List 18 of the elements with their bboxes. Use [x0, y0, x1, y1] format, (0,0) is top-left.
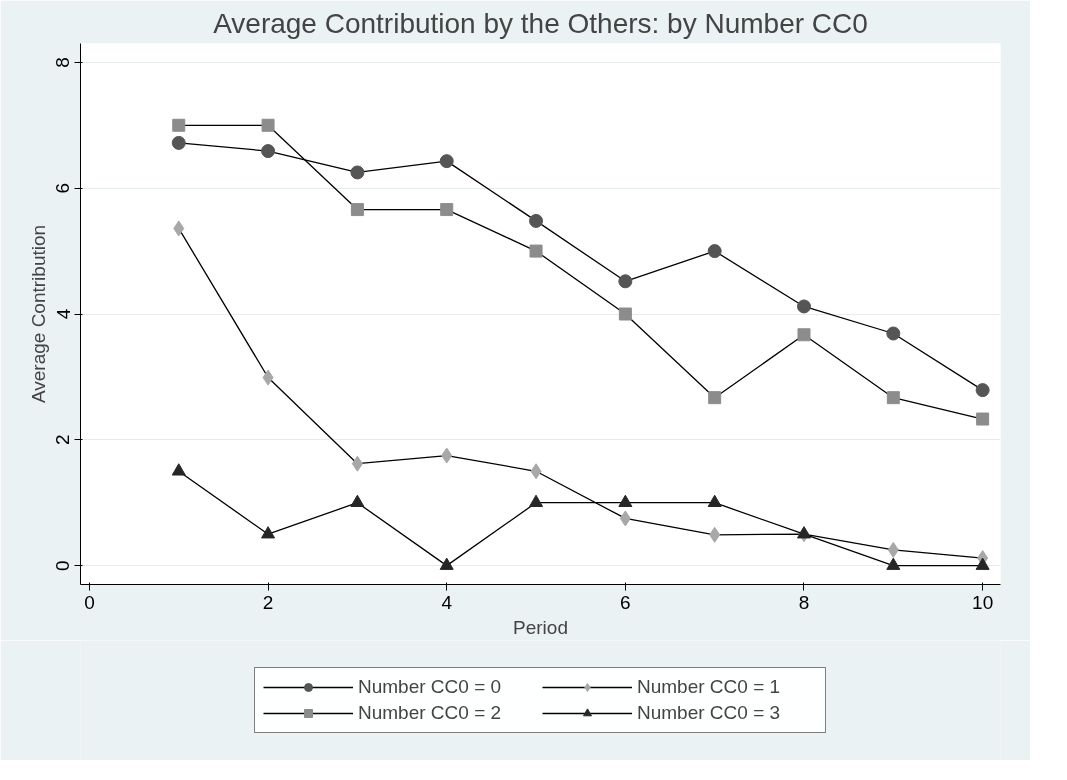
x-tick-label: 6 [620, 591, 631, 613]
x-tick-label: 8 [798, 591, 810, 613]
y-tick-label: 0 [52, 560, 74, 571]
y-tick-label: 8 [52, 57, 74, 68]
chart-title: Average Contribution by the Others: by Number CC0 [213, 7, 868, 39]
x-axis-title: Period [513, 616, 568, 638]
y-tick-label: 2 [52, 434, 74, 446]
x-tick-label: 2 [262, 591, 274, 613]
legend-label: Number CC0 = 1 [637, 676, 782, 698]
x-tick-label: 10 [972, 591, 994, 613]
legend-label: Number CC0 = 2 [358, 702, 503, 724]
y-axis-title: Average Contribution [27, 224, 49, 404]
y-tick-label: 4 [52, 308, 74, 320]
x-tick-label: 4 [441, 591, 453, 613]
x-tick-label: 0 [84, 591, 95, 613]
legend-label: Number CC0 = 0 [358, 676, 503, 698]
y-tick-label: 6 [52, 182, 74, 194]
legend-label: Number CC0 = 3 [637, 702, 782, 724]
